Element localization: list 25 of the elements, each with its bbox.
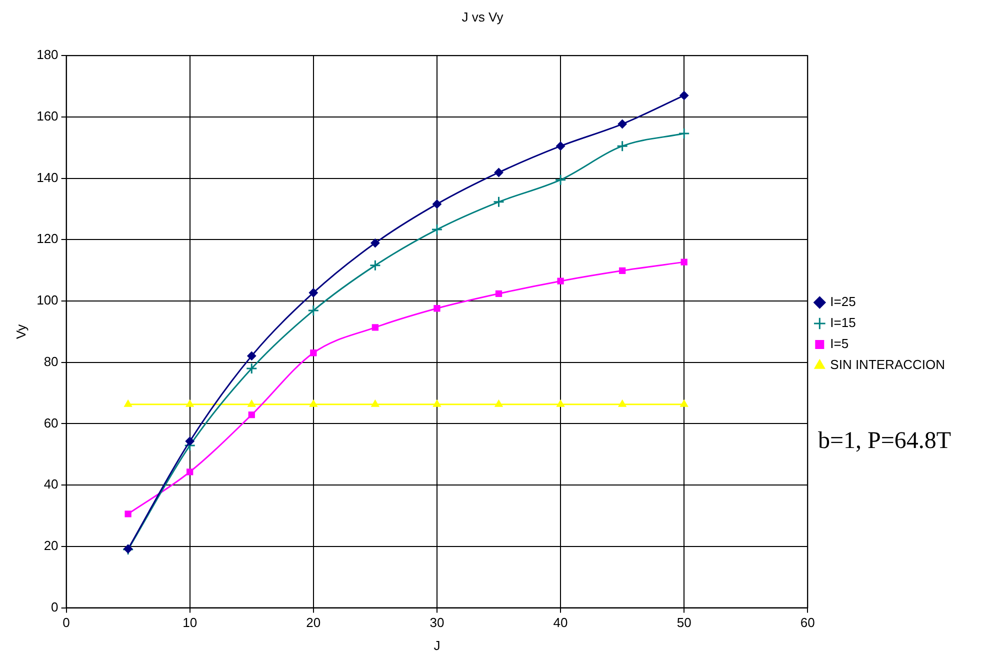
legend-label: SIN INTERACCION (830, 357, 945, 372)
legend-label: I=5 (830, 336, 849, 352)
x-tick-label: 60 (800, 615, 815, 630)
y-tick-label: 80 (44, 354, 58, 369)
x-tick-label: 40 (553, 615, 568, 630)
x-tick-label: 50 (676, 615, 692, 630)
y-tick-label: 160 (36, 108, 58, 124)
x-tick-label: 10 (182, 615, 198, 630)
legend-label: I=25 (830, 294, 856, 310)
x-tick-label: 0 (62, 615, 70, 630)
y-tick-label: 100 (36, 292, 58, 308)
chart-title: J vs Vy (462, 9, 504, 24)
legend-label: I=15 (830, 315, 856, 330)
y-tick-label: 120 (36, 231, 58, 246)
y-tick-label: 140 (36, 170, 58, 185)
text: b=1, P=64.8T (818, 428, 952, 455)
y-tick-label: 60 (44, 415, 58, 430)
y-axis-title: Vy (13, 324, 28, 340)
y-tick-label: 180 (36, 47, 58, 62)
x-tick-label: 30 (430, 615, 444, 630)
x-tick-label: 20 (306, 615, 321, 630)
x-axis-title: J (434, 638, 440, 653)
y-tick-label: 0 (51, 599, 58, 614)
y-tick-label: 20 (44, 538, 58, 554)
y-tick-label: 40 (44, 476, 58, 492)
